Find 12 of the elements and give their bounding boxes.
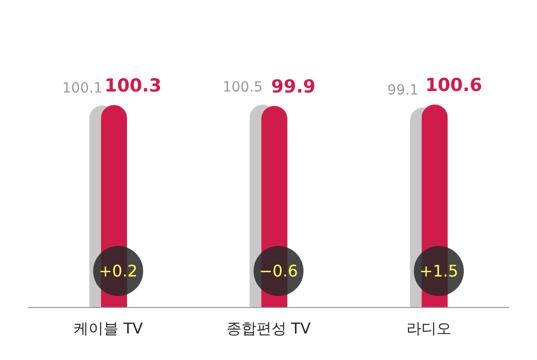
data-label: 100.1 (62, 80, 102, 96)
annotation: +0.2 (98, 262, 138, 280)
data-label: 99.1 (387, 82, 419, 98)
x-tick-label: 케이블 TV (74, 320, 144, 338)
data-label: 100.5 (222, 80, 263, 96)
data-label: 100.6 (425, 74, 482, 96)
x-tick-label: 종합편성 TV (226, 320, 312, 338)
annotation: +1.5 (419, 262, 458, 280)
data-label: 100.3 (104, 76, 162, 97)
x-tick-label: 라디오 (406, 320, 452, 338)
data-label: 99.9 (271, 76, 316, 98)
annotation: −0.6 (259, 262, 298, 280)
